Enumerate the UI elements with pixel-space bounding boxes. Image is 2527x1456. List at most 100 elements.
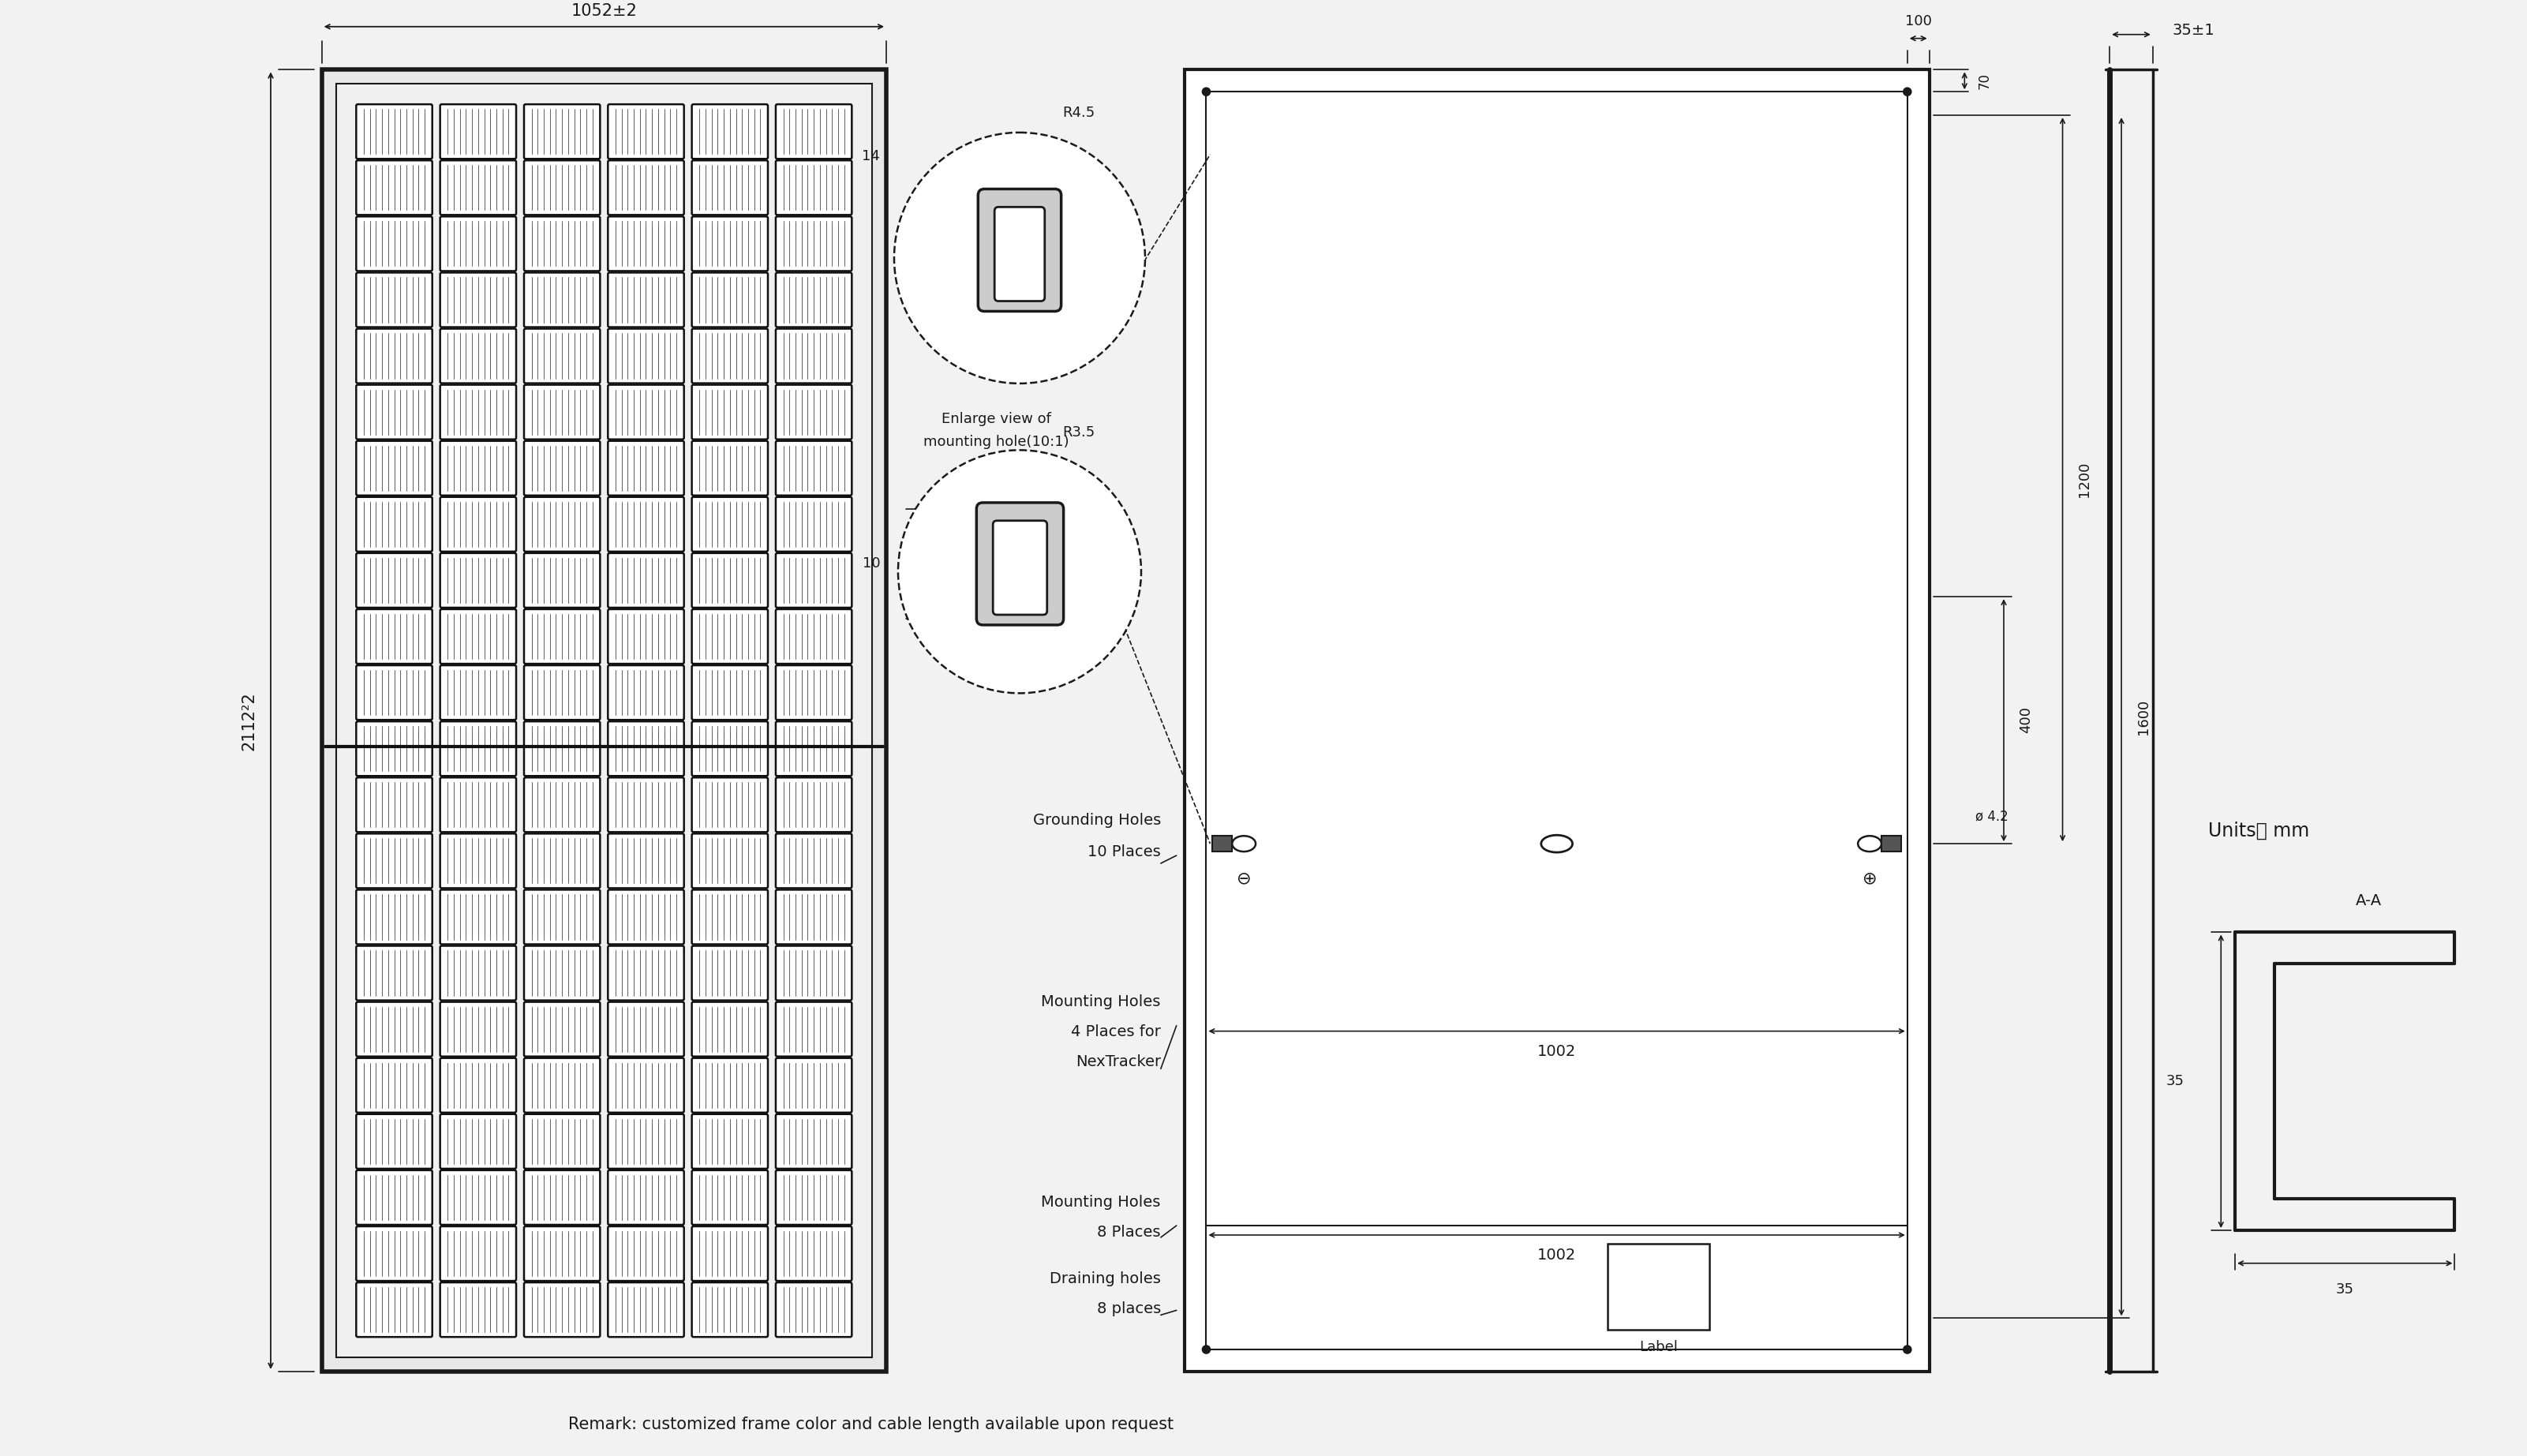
FancyBboxPatch shape — [776, 272, 852, 328]
Circle shape — [897, 450, 1142, 693]
Text: Enlarge view of: Enlarge view of — [940, 412, 1051, 425]
FancyBboxPatch shape — [356, 384, 432, 440]
Text: 1002: 1002 — [1536, 1248, 1577, 1262]
Bar — [321, 70, 887, 1372]
FancyBboxPatch shape — [609, 384, 685, 440]
FancyBboxPatch shape — [692, 441, 768, 495]
Text: 70: 70 — [1976, 73, 1991, 89]
FancyBboxPatch shape — [523, 553, 599, 607]
FancyBboxPatch shape — [692, 1283, 768, 1337]
Text: 1052±2: 1052±2 — [571, 3, 637, 19]
FancyBboxPatch shape — [692, 778, 768, 831]
FancyBboxPatch shape — [776, 665, 852, 719]
FancyBboxPatch shape — [440, 496, 516, 552]
FancyBboxPatch shape — [975, 502, 1064, 625]
FancyBboxPatch shape — [356, 329, 432, 383]
Text: 4 Places for: 4 Places for — [1071, 1025, 1160, 1040]
FancyBboxPatch shape — [440, 553, 516, 607]
FancyBboxPatch shape — [356, 890, 432, 945]
FancyBboxPatch shape — [776, 890, 852, 945]
FancyBboxPatch shape — [440, 1226, 516, 1281]
FancyBboxPatch shape — [440, 1059, 516, 1112]
Text: Label: Label — [1640, 1340, 1678, 1354]
FancyBboxPatch shape — [356, 553, 432, 607]
Ellipse shape — [1857, 836, 1883, 852]
FancyBboxPatch shape — [523, 1283, 599, 1337]
FancyBboxPatch shape — [609, 834, 685, 888]
FancyBboxPatch shape — [692, 272, 768, 328]
FancyBboxPatch shape — [356, 496, 432, 552]
FancyBboxPatch shape — [609, 441, 685, 495]
FancyBboxPatch shape — [356, 1059, 432, 1112]
Circle shape — [1903, 87, 1910, 96]
FancyBboxPatch shape — [523, 665, 599, 719]
Text: 35: 35 — [2166, 1075, 2183, 1089]
FancyBboxPatch shape — [609, 778, 685, 831]
Text: 35±1: 35±1 — [2173, 23, 2214, 38]
FancyBboxPatch shape — [523, 160, 599, 215]
FancyBboxPatch shape — [356, 1226, 432, 1281]
FancyBboxPatch shape — [523, 441, 599, 495]
FancyBboxPatch shape — [440, 721, 516, 776]
FancyBboxPatch shape — [692, 721, 768, 776]
FancyBboxPatch shape — [776, 105, 852, 159]
FancyBboxPatch shape — [692, 105, 768, 159]
Text: Units： mm: Units： mm — [2209, 821, 2310, 840]
Text: Mounting Holes: Mounting Holes — [1041, 994, 1160, 1009]
Text: R4.5: R4.5 — [1064, 106, 1094, 119]
FancyBboxPatch shape — [692, 329, 768, 383]
FancyBboxPatch shape — [609, 329, 685, 383]
FancyBboxPatch shape — [692, 665, 768, 719]
Bar — [1185, 70, 1928, 1372]
FancyBboxPatch shape — [692, 609, 768, 664]
Text: 9: 9 — [1026, 360, 1036, 373]
FancyBboxPatch shape — [692, 1002, 768, 1057]
FancyBboxPatch shape — [609, 1114, 685, 1169]
FancyBboxPatch shape — [996, 207, 1044, 301]
Bar — [1205, 92, 1908, 1350]
Text: ⊖: ⊖ — [1236, 871, 1251, 887]
FancyBboxPatch shape — [523, 609, 599, 664]
FancyBboxPatch shape — [440, 1114, 516, 1169]
Text: 8 Places: 8 Places — [1097, 1224, 1160, 1239]
FancyBboxPatch shape — [609, 217, 685, 271]
FancyBboxPatch shape — [356, 1002, 432, 1057]
FancyBboxPatch shape — [440, 778, 516, 831]
Text: A-A: A-A — [2355, 894, 2380, 909]
FancyBboxPatch shape — [440, 217, 516, 271]
FancyBboxPatch shape — [440, 441, 516, 495]
FancyBboxPatch shape — [692, 834, 768, 888]
FancyBboxPatch shape — [356, 834, 432, 888]
FancyBboxPatch shape — [356, 778, 432, 831]
Text: Mounting Holes: Mounting Holes — [1041, 1194, 1160, 1210]
Text: 1200: 1200 — [2077, 462, 2092, 496]
FancyBboxPatch shape — [356, 160, 432, 215]
FancyBboxPatch shape — [356, 272, 432, 328]
FancyBboxPatch shape — [440, 272, 516, 328]
FancyBboxPatch shape — [776, 609, 852, 664]
FancyBboxPatch shape — [776, 1283, 852, 1337]
FancyBboxPatch shape — [692, 1114, 768, 1169]
FancyBboxPatch shape — [440, 1002, 516, 1057]
FancyBboxPatch shape — [609, 1226, 685, 1281]
FancyBboxPatch shape — [776, 1226, 852, 1281]
Text: ⊕: ⊕ — [1862, 871, 1878, 887]
Bar — [336, 84, 872, 1357]
Text: 400: 400 — [2019, 706, 2032, 734]
Text: 阳能未来
SUNFUTURE: 阳能未来 SUNFUTURE — [1347, 427, 1648, 529]
FancyBboxPatch shape — [609, 1002, 685, 1057]
FancyBboxPatch shape — [440, 105, 516, 159]
Text: 阳能未来
SUNFUTURE: 阳能未来 SUNFUTURE — [1617, 986, 1850, 1067]
Circle shape — [1903, 1345, 1910, 1354]
FancyBboxPatch shape — [356, 1171, 432, 1224]
Circle shape — [1203, 87, 1210, 96]
Text: 100: 100 — [1905, 15, 1931, 28]
FancyBboxPatch shape — [523, 272, 599, 328]
Ellipse shape — [1541, 836, 1572, 852]
FancyBboxPatch shape — [523, 721, 599, 776]
FancyBboxPatch shape — [523, 1114, 599, 1169]
FancyBboxPatch shape — [609, 946, 685, 1000]
Circle shape — [1203, 1345, 1210, 1354]
FancyBboxPatch shape — [356, 1283, 432, 1337]
FancyBboxPatch shape — [609, 272, 685, 328]
